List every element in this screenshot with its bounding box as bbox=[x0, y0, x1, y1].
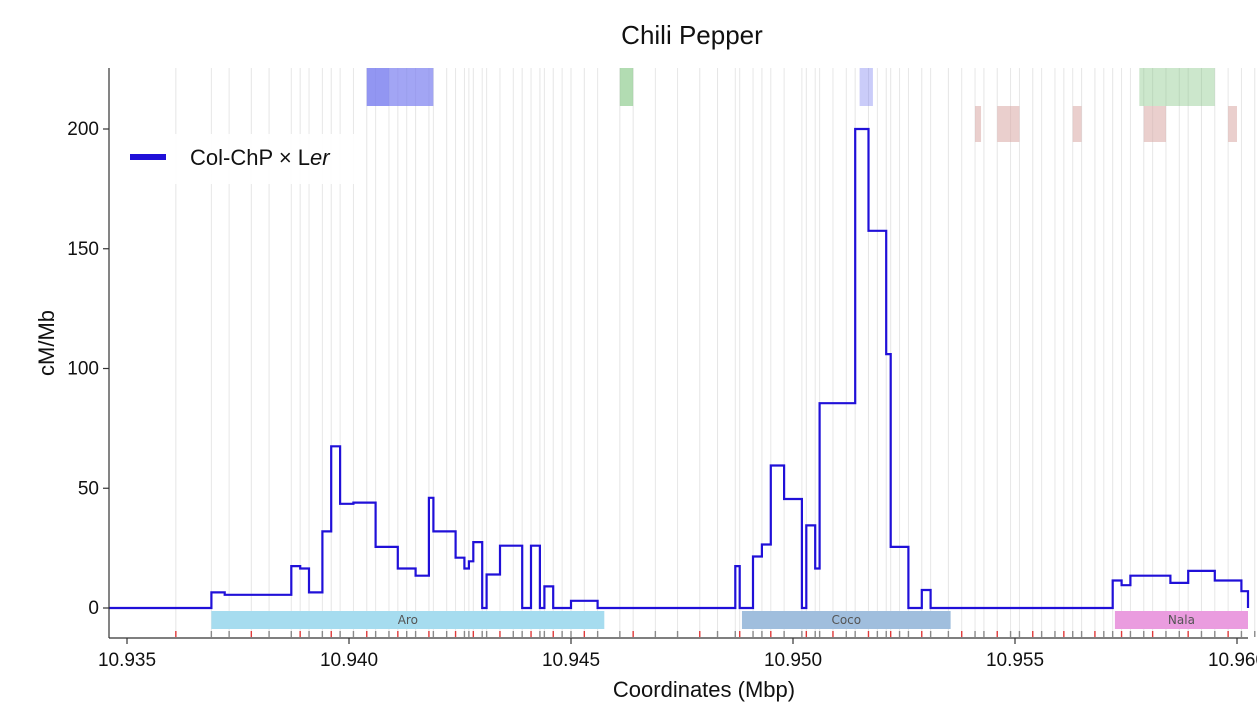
highlight-region-blue bbox=[859, 68, 873, 106]
marker-rug bbox=[175, 631, 1256, 637]
highlight-region-pink bbox=[997, 106, 1020, 142]
y-tick-label: 200 bbox=[67, 119, 99, 140]
x-axis-label: Coordinates (Mbp) bbox=[613, 677, 795, 702]
gene-label: Coco bbox=[831, 613, 861, 627]
y-tick-label: 100 bbox=[67, 359, 99, 380]
highlight-region-pink bbox=[1072, 106, 1082, 142]
gene-label: Aro bbox=[398, 613, 418, 627]
y-tick-label: 0 bbox=[88, 598, 99, 619]
x-tick-label: 10.935 bbox=[98, 650, 156, 671]
x-tick-label: 10.955 bbox=[986, 650, 1044, 671]
y-tick-label: 150 bbox=[67, 239, 99, 260]
x-tick-label: 10.950 bbox=[764, 650, 822, 671]
legend-label-main: Col-ChP × L bbox=[190, 145, 310, 170]
highlight-region-pink bbox=[1228, 106, 1237, 142]
highlight-region-green bbox=[619, 68, 634, 106]
x-tick-label: 10.940 bbox=[320, 650, 378, 671]
highlight-region-pink bbox=[1143, 106, 1166, 142]
y-tick-label: 50 bbox=[78, 478, 99, 499]
legend-label: Col-ChP × Ler bbox=[190, 145, 331, 170]
chart-title: Chili Pepper bbox=[621, 20, 763, 50]
gene-label: Nala bbox=[1168, 613, 1195, 627]
gene-box bbox=[1114, 611, 1248, 629]
x-tick-label: 10.960 bbox=[1208, 650, 1257, 671]
x-ticks: 10.935 10.940 10.945 10.950 10.955 10.960 bbox=[98, 638, 1257, 671]
x-tick-label: 10.945 bbox=[542, 650, 600, 671]
highlight-region-green bbox=[1139, 68, 1215, 106]
y-ticks: 0 50 100 150 200 bbox=[67, 119, 109, 619]
gene-box bbox=[741, 611, 951, 629]
legend: Col-ChP × Ler bbox=[116, 134, 364, 184]
series-lines bbox=[109, 127, 1250, 610]
gene-annotations: Aro Coco Nala bbox=[211, 611, 1248, 629]
legend-label-italic: er bbox=[310, 145, 331, 170]
highlight-region-pink bbox=[975, 106, 982, 142]
highlight-region-blue bbox=[366, 68, 434, 106]
gene-box bbox=[211, 611, 605, 629]
y-axis-label: cM/Mb bbox=[34, 310, 59, 376]
series-line bbox=[109, 127, 1250, 610]
highlight-regions bbox=[366, 68, 1237, 142]
highlight-region-blue bbox=[366, 68, 389, 106]
